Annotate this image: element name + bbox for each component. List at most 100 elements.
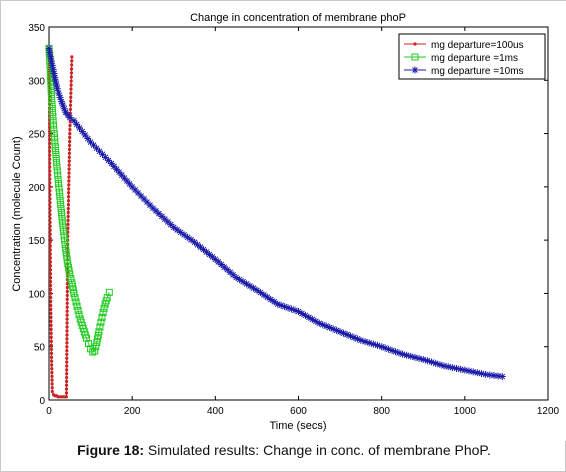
data-point bbox=[155, 210, 163, 218]
data-point bbox=[66, 199, 71, 203]
data-point bbox=[146, 201, 154, 209]
data-point bbox=[477, 370, 485, 378]
data-point bbox=[436, 361, 444, 369]
data-point bbox=[71, 294, 79, 302]
data-point bbox=[69, 99, 73, 103]
data-point bbox=[67, 147, 72, 151]
data-point bbox=[113, 165, 121, 173]
data-point bbox=[49, 299, 53, 304]
data-point bbox=[249, 284, 257, 292]
data-point bbox=[48, 189, 52, 193]
data-point bbox=[96, 323, 104, 331]
data-point bbox=[243, 280, 251, 288]
data-point bbox=[48, 100, 56, 108]
data-point bbox=[49, 283, 53, 288]
data-point bbox=[194, 241, 202, 249]
data-point bbox=[52, 81, 60, 89]
data-point bbox=[64, 383, 69, 387]
data-point bbox=[69, 71, 74, 75]
data-point bbox=[51, 73, 59, 81]
data-point bbox=[56, 192, 64, 200]
data-point bbox=[98, 313, 106, 321]
data-point bbox=[270, 298, 278, 306]
data-point bbox=[69, 91, 73, 95]
data-point bbox=[65, 337, 69, 341]
data-point bbox=[49, 66, 57, 74]
data-point bbox=[57, 200, 65, 208]
data-point bbox=[66, 214, 70, 219]
data-point bbox=[64, 395, 69, 399]
data-point bbox=[62, 245, 70, 253]
data-point bbox=[50, 386, 54, 390]
data-point bbox=[55, 188, 63, 196]
data-point bbox=[115, 168, 123, 176]
data-point bbox=[51, 138, 59, 146]
x-tick-label: 0 bbox=[46, 406, 52, 417]
data-point bbox=[385, 345, 393, 353]
data-point bbox=[48, 96, 56, 104]
data-point bbox=[65, 329, 69, 333]
data-point bbox=[49, 359, 54, 363]
data-point bbox=[48, 177, 52, 181]
x-tick-label: 800 bbox=[373, 406, 390, 417]
data-point bbox=[56, 93, 64, 101]
data-point bbox=[90, 141, 98, 149]
data-point bbox=[482, 370, 490, 378]
data-point bbox=[392, 348, 400, 356]
data-point bbox=[65, 267, 73, 275]
data-point bbox=[48, 276, 53, 280]
data-point bbox=[67, 187, 71, 191]
data-point bbox=[170, 223, 178, 231]
data-point bbox=[47, 57, 55, 65]
data-point bbox=[73, 302, 81, 310]
data-point bbox=[55, 89, 63, 97]
data-point bbox=[48, 236, 52, 240]
data-point bbox=[70, 63, 74, 67]
data-point bbox=[226, 268, 234, 276]
data-point bbox=[67, 151, 72, 155]
data-point bbox=[281, 303, 289, 311]
data-point bbox=[49, 117, 57, 125]
data-point bbox=[48, 201, 52, 205]
data-point bbox=[49, 351, 54, 355]
data-point bbox=[48, 248, 52, 252]
data-point bbox=[49, 355, 54, 359]
data-point bbox=[68, 279, 76, 287]
data-point bbox=[48, 133, 52, 138]
data-point bbox=[53, 163, 61, 171]
data-point bbox=[54, 175, 62, 183]
data-point bbox=[432, 359, 440, 367]
data-point bbox=[65, 293, 69, 298]
data-point bbox=[50, 389, 54, 394]
data-point bbox=[444, 363, 452, 371]
data-point bbox=[66, 210, 70, 215]
data-point bbox=[48, 169, 52, 173]
data-point bbox=[84, 135, 92, 143]
data-point bbox=[308, 315, 316, 323]
data-point bbox=[267, 295, 275, 303]
data-point bbox=[65, 341, 69, 345]
data-point bbox=[329, 325, 337, 333]
data-point bbox=[336, 328, 344, 336]
data-point bbox=[126, 180, 134, 188]
data-point bbox=[448, 364, 456, 372]
data-point bbox=[65, 309, 69, 313]
y-tick-label: 50 bbox=[34, 343, 46, 354]
data-point bbox=[67, 159, 71, 163]
data-point bbox=[65, 360, 69, 364]
data-point bbox=[187, 236, 195, 244]
data-point bbox=[357, 336, 365, 344]
y-tick-label: 300 bbox=[28, 76, 45, 87]
data-point bbox=[48, 240, 52, 244]
data-point bbox=[69, 83, 73, 87]
data-point bbox=[63, 256, 71, 264]
data-point bbox=[128, 183, 136, 191]
data-point bbox=[65, 321, 69, 325]
data-point bbox=[263, 293, 271, 301]
data-point bbox=[67, 191, 71, 195]
data-point bbox=[184, 233, 192, 241]
y-tick-label: 200 bbox=[28, 183, 45, 194]
data-point bbox=[49, 327, 53, 331]
data-point bbox=[60, 105, 68, 113]
data-point bbox=[340, 329, 348, 337]
